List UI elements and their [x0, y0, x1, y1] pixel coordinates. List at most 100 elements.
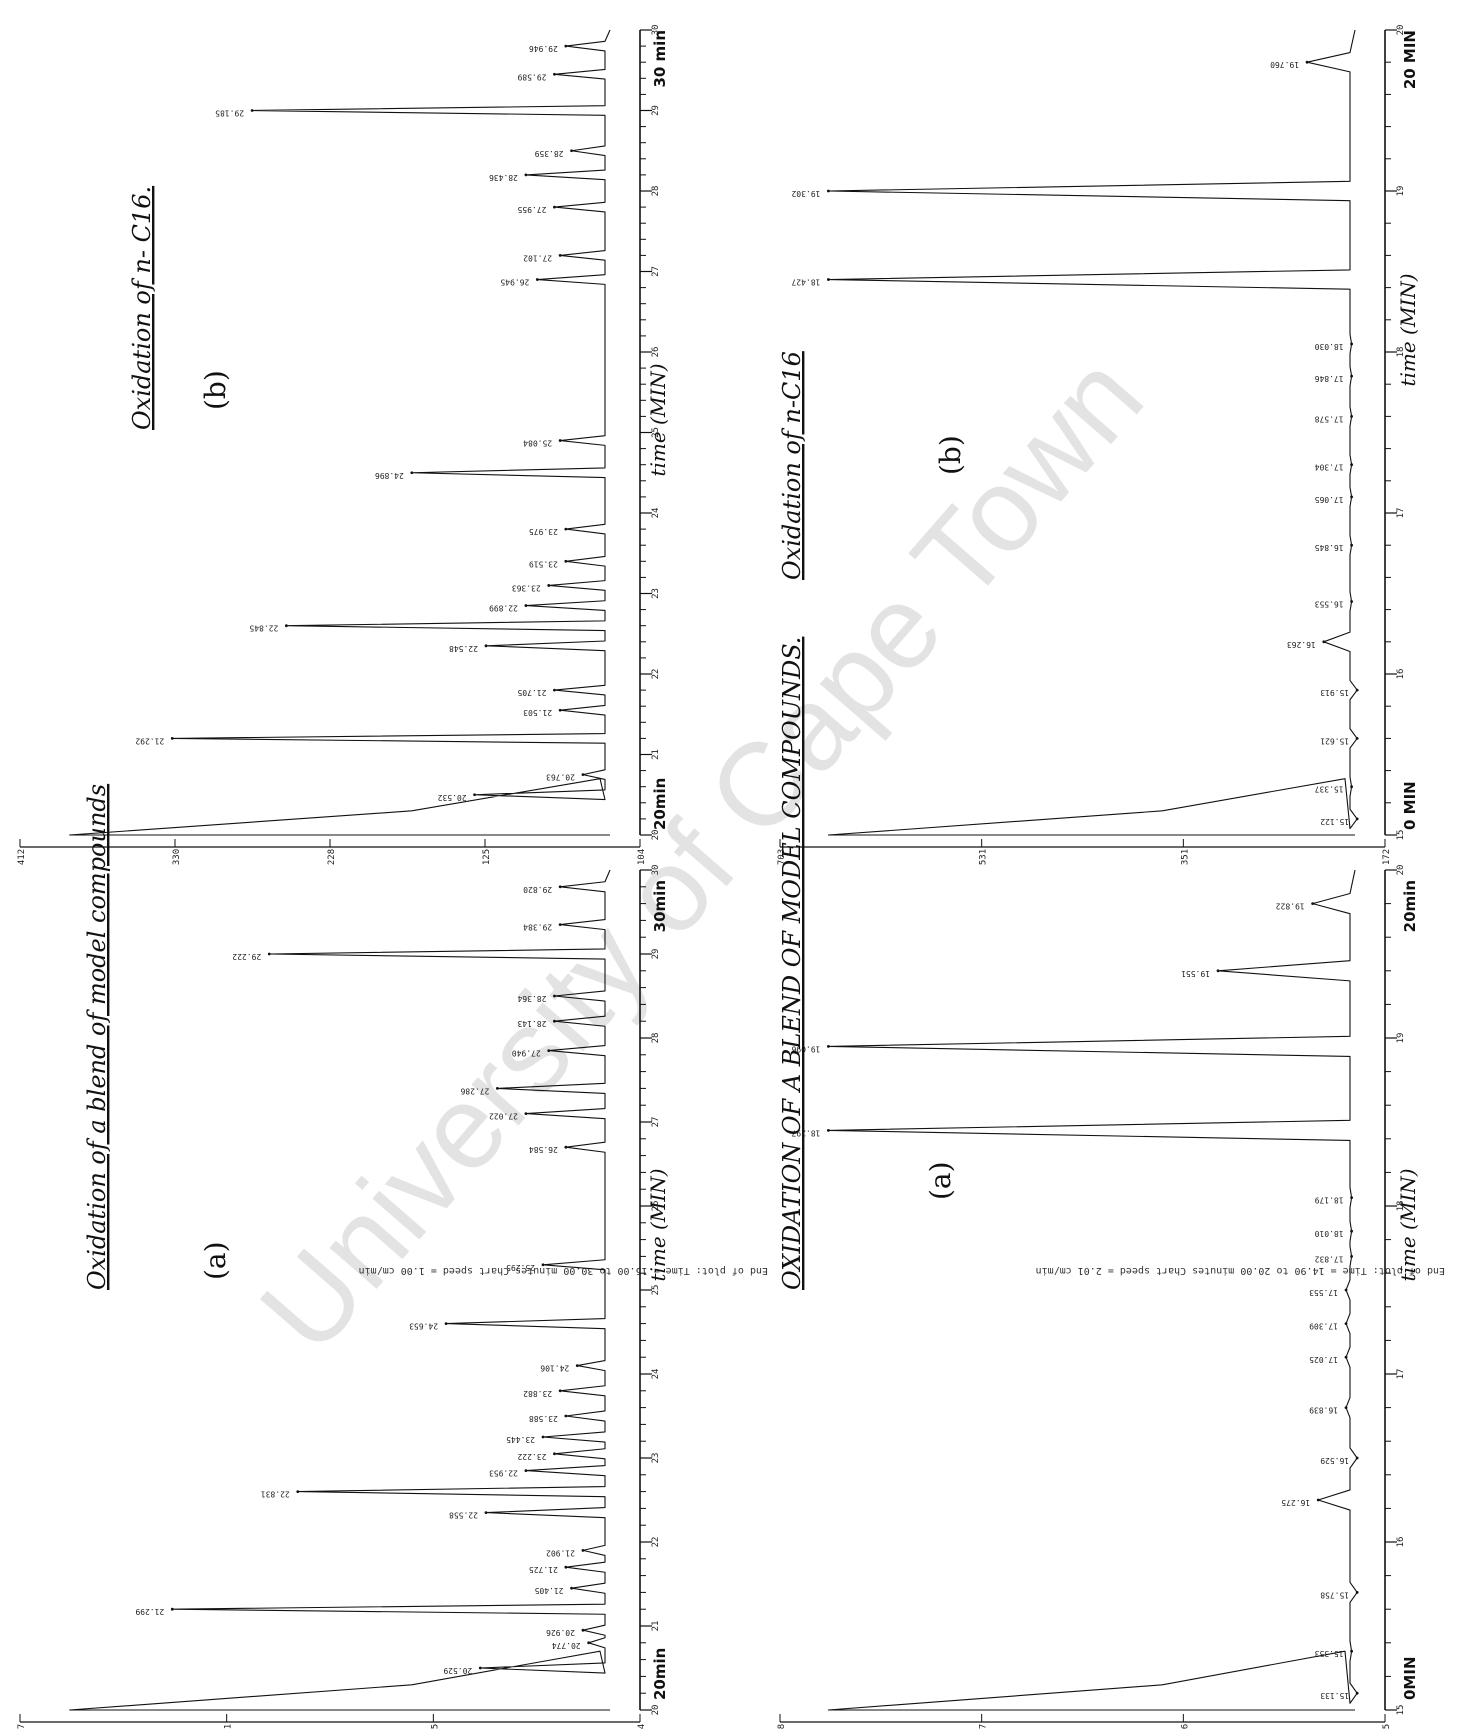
intensity-tick-label: 703: [777, 849, 787, 865]
peak-point: [296, 1490, 300, 1493]
peak-label: 15.337: [1315, 785, 1344, 794]
peak-label: 15.913: [1320, 688, 1349, 697]
peak-label: 17.846: [1315, 374, 1344, 383]
x-end-label: 20 MIN: [1401, 30, 1419, 89]
peak-point: [827, 278, 830, 281]
x-end-label: 30 min: [651, 30, 669, 88]
peak-point: [1350, 600, 1354, 603]
peak-label: 16.263: [1287, 640, 1316, 649]
peak-label: 20.763: [546, 773, 575, 782]
time-tick-label: 20: [651, 1705, 661, 1716]
peak-point: [547, 584, 551, 587]
intensity-tick-label: 191: [224, 1724, 234, 1729]
peak-point: [553, 205, 556, 209]
intensity-tick-label: 412: [17, 849, 27, 865]
x-end-label: 20min: [1401, 880, 1419, 932]
peak-label: 16.845: [1315, 543, 1344, 552]
time-tick-label: 21: [651, 1621, 661, 1632]
peak-label: 15.133: [1320, 1691, 1349, 1700]
peak-point: [1350, 415, 1354, 418]
peak-point: [564, 1145, 568, 1149]
peak-label: 15.621: [1320, 736, 1349, 745]
time-tick-label: 30: [651, 865, 661, 876]
panel-letter: (b): [934, 435, 967, 475]
chart-title: Oxidation of a blend of model compounds: [83, 784, 111, 1290]
peak-label: 23.519: [529, 559, 558, 568]
time-tick-label: 27: [651, 266, 661, 277]
peak-point: [553, 1452, 556, 1456]
time-tick-label: 25: [651, 427, 661, 438]
peak-label: 26.945: [500, 278, 529, 287]
peak-label: 23.363: [512, 583, 541, 592]
time-tick-label: 28: [651, 1033, 661, 1044]
peak-point: [827, 1129, 830, 1132]
peak-label: 21.725: [529, 1565, 558, 1574]
footer-right: End of plot: Time = 14.90 to 20.00 minut…: [1036, 1265, 1445, 1276]
peak-label: 23.222: [517, 1452, 546, 1461]
chart-title: Oxidation of n- C16.: [128, 186, 156, 430]
peak-label: 19.760: [1270, 60, 1299, 69]
peak-label: 27.102: [523, 253, 552, 262]
peak-point: [541, 1263, 545, 1267]
peak-point: [553, 1019, 556, 1023]
time-tick-label: 24: [651, 508, 661, 519]
time-tick-label: 17: [1396, 1369, 1406, 1380]
time-tick-label: 20: [1396, 865, 1406, 876]
time-tick-label: 23: [651, 1453, 661, 1464]
peak-point: [558, 885, 562, 889]
x-start-label: 0 MIN: [1401, 781, 1419, 830]
peak-label: 29.589: [517, 72, 546, 81]
peak-label: 21.503: [523, 708, 552, 717]
peak-point: [553, 994, 556, 998]
peak-label: 24.653: [409, 1322, 438, 1331]
peak-label: 18.179: [1315, 1196, 1344, 1205]
peak-point: [524, 1469, 528, 1472]
intensity-tick-label: 104: [637, 849, 647, 865]
peak-label: 24.106: [540, 1364, 569, 1373]
peak-point: [553, 72, 556, 76]
peak-point: [473, 793, 476, 797]
intensity-tick-label: 531: [979, 849, 989, 865]
chart-panel-bottom-right: 15 16 17 18 19 20 703 531 351 172 15.122 15.337 15.6…: [777, 25, 1420, 866]
chart-panel-top-left: 20 21 22 23 24 25 26 27 28 29 30 237 191 145 104 20.529…: [17, 784, 670, 1729]
time-tick-label: 29: [651, 105, 661, 116]
peak-point: [267, 952, 271, 956]
peak-point: [535, 278, 539, 281]
x-start-label: 20min: [651, 1648, 669, 1700]
peak-label: 17.832: [1315, 1254, 1344, 1263]
peak-label: 17.025: [1309, 1355, 1338, 1364]
peak-label: 28.359: [534, 149, 563, 158]
peak-point: [570, 149, 573, 153]
peak-point: [558, 923, 562, 926]
peak-point: [1350, 1196, 1354, 1199]
peak-label: 29.222: [232, 952, 261, 961]
x-axis-label: time (MIN): [646, 1168, 670, 1281]
peak-label: 18.427: [791, 278, 820, 287]
x-axis-label: time (MIN): [646, 363, 670, 476]
peak-label: 22.953: [489, 1469, 518, 1478]
peak-point: [410, 471, 414, 475]
peak-label: 16.529: [1320, 1456, 1349, 1465]
chromatogram-trace: [69, 29, 611, 836]
time-tick-label: 26: [651, 1201, 661, 1212]
peak-label: 27.286: [460, 1086, 489, 1095]
peak-label: 28.143: [517, 1019, 546, 1028]
intensity-tick-label: 228: [327, 849, 337, 865]
peak-point: [1350, 785, 1354, 789]
time-tick-label: 20: [651, 830, 661, 841]
time-tick-label: 16: [1396, 669, 1406, 680]
peak-point: [1350, 342, 1354, 346]
chart-title: Oxidation of n-C16: [778, 351, 806, 580]
x-axis-label: time (MIN): [1396, 273, 1420, 386]
peak-point: [827, 189, 830, 193]
peak-label: 21.299: [135, 1607, 164, 1616]
peak-point: [478, 1666, 482, 1670]
time-tick-label: 17: [1396, 508, 1406, 519]
peak-point: [1316, 1498, 1320, 1502]
peak-point: [541, 1435, 545, 1439]
panel-letter: (a): [199, 1241, 232, 1280]
peak-label: 27.940: [512, 1049, 541, 1058]
peak-label: 20.926: [546, 1628, 575, 1637]
peak-point: [581, 1628, 585, 1632]
peak-label: 19.096: [791, 1044, 820, 1053]
